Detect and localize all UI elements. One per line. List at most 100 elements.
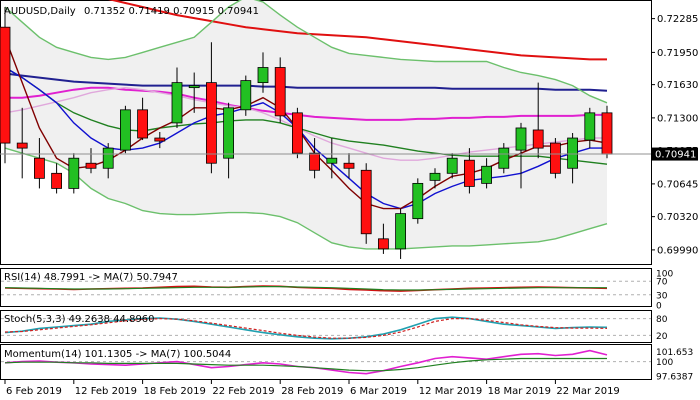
indicator-y-tick: 80 [656,315,668,325]
candle[interactable] [274,57,286,123]
candle-body-bear [309,152,321,171]
candle[interactable] [257,52,269,93]
candle[interactable] [85,148,97,174]
price-header: AUDUSD,Daily 0.71352 0.71419 0.70915 0.7… [4,6,259,17]
candle-body-bear [550,142,561,174]
indicator-y-tick: 100 [656,270,673,280]
y-tick-label: 0.72285 [657,14,698,25]
candle-body-bear [85,162,97,169]
overlay-line-2 [5,86,607,121]
candle[interactable] [171,67,183,128]
band-fill [5,0,607,249]
overlay-line-1 [4,72,608,92]
indicator-y-tick: 70 [656,278,668,288]
indicator-y-tick: 20 [656,332,668,342]
candle[interactable] [51,163,62,194]
candle[interactable] [567,133,578,184]
candle-body-bull [567,137,578,169]
candle[interactable] [515,122,527,189]
candle-body-bull [171,82,183,124]
candle[interactable] [395,208,407,259]
candle-body-bull [446,157,458,174]
candle-body-bull [188,85,200,89]
last-price-value: 0.70941 [655,150,696,161]
candle-body-bull [120,109,131,151]
candle[interactable] [429,168,441,189]
candle[interactable] [550,138,561,179]
candle[interactable] [102,143,114,179]
rsi-title: RSI(14) 48.7991 -> MA(7) 50.7947 [4,272,178,283]
indicator-y-tick: 0 [656,302,662,312]
candle[interactable] [343,153,355,179]
candle[interactable] [188,72,200,113]
candle[interactable] [412,178,424,224]
candle[interactable] [498,143,510,174]
overlay-line-8 [4,147,608,250]
candle[interactable] [16,107,28,179]
candle[interactable] [120,105,131,154]
candle-body-bull [412,182,424,220]
candle[interactable] [377,223,389,254]
y-tick-label: 0.71300 [657,113,698,124]
chart-title: AUDUSD,Daily [4,6,76,17]
candle[interactable] [291,107,303,159]
candle-body-bull [481,165,493,184]
indicator-line [4,357,607,372]
x-tick-label: 6 Mar 2019 [350,386,407,397]
candle-body-bull [102,147,114,169]
candle[interactable] [326,138,338,179]
candle-body-bear [601,112,613,155]
last-price-box [652,147,698,161]
overlay-line-5 [4,66,607,210]
candle[interactable] [0,7,11,164]
x-tick-label: 28 Feb 2019 [281,386,343,397]
candle-body-bull [223,107,235,159]
candle[interactable] [223,102,235,179]
x-tick-label: 12 Feb 2019 [75,386,137,397]
indicator-y-tick: 30 [656,291,668,301]
candle[interactable] [446,153,458,179]
candle-body-bear [463,159,475,187]
stoch-title: Stoch(5,3,3) 49.2638 44.8960 [4,314,155,325]
candle[interactable] [584,107,596,149]
overlay-line-7 [4,0,608,104]
last-price-marker: 0.70941 [0,147,698,161]
y-tick-label: 0.69990 [657,245,698,256]
x-tick-label: 22 Feb 2019 [212,386,274,397]
indicator-line [4,286,607,291]
candle[interactable] [463,148,475,194]
candle-body-bear [154,137,166,142]
candle-body-bear [377,238,389,250]
y-tick-label: 0.70320 [657,212,698,223]
candle-body-bear [51,172,62,189]
candle-body-bear [274,67,286,117]
candle-body-bull [240,80,252,111]
candle-body-bear [0,26,11,144]
candle[interactable] [481,158,493,189]
candle[interactable] [154,131,166,149]
candle-body-bear [205,82,217,164]
ohlc-readout: 0.71352 0.71419 0.70915 0.70941 [84,6,259,17]
candle-body-bull [68,157,80,189]
candle[interactable] [34,138,45,189]
indicator-line [4,316,608,340]
candle-body-bear [34,157,45,179]
candle[interactable] [137,97,149,141]
y-tick-label: 0.71630 [657,80,698,91]
candle[interactable] [309,138,321,179]
candle-body-bear [137,109,149,139]
candle[interactable] [601,105,613,159]
candle-body-bull [584,112,596,141]
candle[interactable] [532,82,544,159]
candle[interactable] [240,75,252,116]
x-tick-label: 18 Feb 2019 [144,386,206,397]
candle-body-bear [343,162,355,169]
candle-body-bear [532,129,544,149]
candle-body-bear [291,112,303,154]
momentum-title: Momentum(14) 101.1305 -> MA(7) 100.5044 [4,349,231,360]
overlay-line-0 [108,0,607,61]
candle[interactable] [205,42,217,174]
candle[interactable] [68,153,80,194]
candle[interactable] [360,163,372,244]
